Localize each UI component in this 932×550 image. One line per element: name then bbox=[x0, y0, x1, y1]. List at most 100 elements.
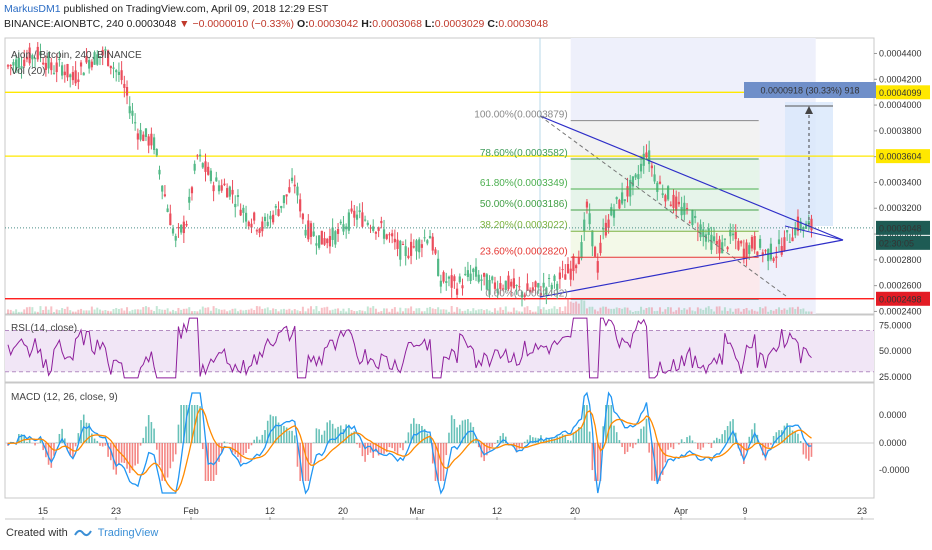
volume-bar bbox=[750, 309, 753, 314]
volume-bar bbox=[218, 309, 221, 314]
candle-body bbox=[550, 284, 553, 290]
candle-body bbox=[631, 176, 635, 187]
macd-histogram-bar bbox=[496, 439, 499, 443]
volume-bar bbox=[458, 308, 461, 314]
volume-bar bbox=[28, 306, 31, 314]
volume-bar bbox=[661, 311, 664, 314]
candle-body bbox=[442, 272, 445, 282]
candle-body bbox=[263, 216, 267, 222]
candle-body bbox=[345, 226, 348, 230]
triangle-upper-line bbox=[539, 115, 844, 241]
volume-bar bbox=[372, 306, 375, 314]
volume-bar bbox=[672, 311, 675, 314]
volume-bar bbox=[242, 310, 245, 314]
macd-histogram-bar bbox=[810, 443, 813, 457]
candle-body bbox=[336, 229, 340, 234]
volume-bar bbox=[548, 309, 551, 314]
macd-histogram-bar bbox=[191, 405, 193, 443]
candle-body bbox=[685, 207, 689, 210]
macd-title: MACD (12, 26, close, 9) bbox=[11, 392, 118, 403]
level-tag-2-bg bbox=[876, 291, 930, 306]
volume-bar bbox=[491, 311, 494, 314]
chart-canvas[interactable]: 100.00%(0.0003879) 78.60%(0.0003582) 61.80… bbox=[0, 0, 932, 520]
rsi-line bbox=[7, 317, 812, 379]
candle-body bbox=[580, 242, 583, 259]
candle-body bbox=[15, 59, 18, 71]
volume-bar bbox=[320, 307, 323, 314]
candle-body bbox=[428, 236, 432, 239]
candle-body bbox=[96, 54, 99, 65]
volume-bar bbox=[15, 309, 18, 314]
candle-body bbox=[326, 238, 329, 244]
macd-histogram-bar bbox=[23, 434, 26, 443]
candle-body bbox=[350, 208, 353, 212]
candle-body bbox=[564, 274, 567, 280]
volume-bar bbox=[266, 307, 269, 314]
volume-bar bbox=[791, 307, 794, 314]
created-with-text: Created with bbox=[6, 527, 68, 539]
candle-body bbox=[315, 243, 318, 246]
macd-histogram-bar bbox=[315, 428, 318, 443]
candle-body bbox=[253, 212, 256, 221]
candle-body bbox=[228, 186, 231, 197]
macd-histogram-bar bbox=[494, 443, 496, 444]
macd-histogram-bar bbox=[74, 443, 77, 447]
volume-bar bbox=[50, 306, 53, 314]
candle-body bbox=[515, 284, 518, 286]
time-tick-label: 12 bbox=[265, 506, 275, 516]
volume-bar bbox=[485, 309, 488, 314]
candle-body bbox=[182, 221, 185, 234]
tradingview-brand[interactable]: TradingView bbox=[97, 527, 159, 539]
macd-histogram-bar bbox=[726, 426, 729, 443]
macd-histogram-bar bbox=[88, 423, 90, 443]
volume-bar bbox=[710, 309, 713, 314]
macd-histogram-bar bbox=[96, 440, 99, 443]
macd-histogram-bar bbox=[388, 443, 391, 448]
candle-body bbox=[161, 185, 164, 192]
candle-body bbox=[144, 128, 148, 138]
candle-body bbox=[593, 246, 597, 257]
macd-histogram-bar bbox=[670, 443, 672, 448]
volume-bar bbox=[204, 307, 207, 314]
volume-bar bbox=[258, 306, 261, 314]
macd-histogram-bar bbox=[426, 433, 429, 443]
candle-body bbox=[134, 122, 137, 124]
macd-histogram-bar bbox=[288, 430, 291, 443]
candle-body bbox=[712, 236, 716, 242]
volume-bar bbox=[507, 311, 510, 314]
fib-label-5: 23.60%(0.0002820) bbox=[480, 246, 568, 257]
volume-bar bbox=[234, 308, 237, 314]
volume-bar bbox=[648, 307, 651, 314]
candle-body bbox=[607, 219, 610, 228]
fib-zone-lime bbox=[570, 231, 760, 258]
candle-body bbox=[680, 206, 683, 216]
macd-histogram-bar bbox=[745, 443, 748, 452]
macd-histogram-bar bbox=[210, 443, 212, 481]
author-link[interactable]: MarkusDM1 bbox=[4, 3, 61, 15]
volume-bar bbox=[439, 309, 442, 314]
volume-bar bbox=[172, 309, 175, 314]
volume-bar bbox=[231, 308, 234, 314]
volume-bar bbox=[645, 308, 648, 314]
volume-bar bbox=[734, 308, 737, 314]
macd-histogram-bar bbox=[93, 438, 96, 443]
volume-bar bbox=[667, 307, 670, 314]
candle-body bbox=[177, 226, 180, 229]
volume-bar bbox=[447, 311, 450, 314]
volume-bar bbox=[745, 307, 748, 314]
candle-body bbox=[180, 224, 183, 233]
rsi-title: RSI (14, close) bbox=[11, 323, 77, 334]
volume-bar bbox=[650, 307, 653, 314]
volume-bar bbox=[34, 311, 37, 314]
macd-histogram-bar bbox=[404, 440, 407, 443]
macd-histogram-bar bbox=[147, 415, 150, 443]
macd-histogram-bar bbox=[437, 443, 439, 481]
macd-histogram-bar bbox=[645, 418, 648, 443]
macd-histogram-bar bbox=[678, 443, 680, 445]
candle-body bbox=[415, 240, 418, 252]
macd-histogram-bar bbox=[661, 443, 664, 475]
time-tick-label: 23 bbox=[857, 506, 867, 516]
macd-histogram-bar bbox=[794, 431, 797, 443]
volume-bar bbox=[107, 310, 110, 314]
volume-bar bbox=[702, 309, 705, 314]
